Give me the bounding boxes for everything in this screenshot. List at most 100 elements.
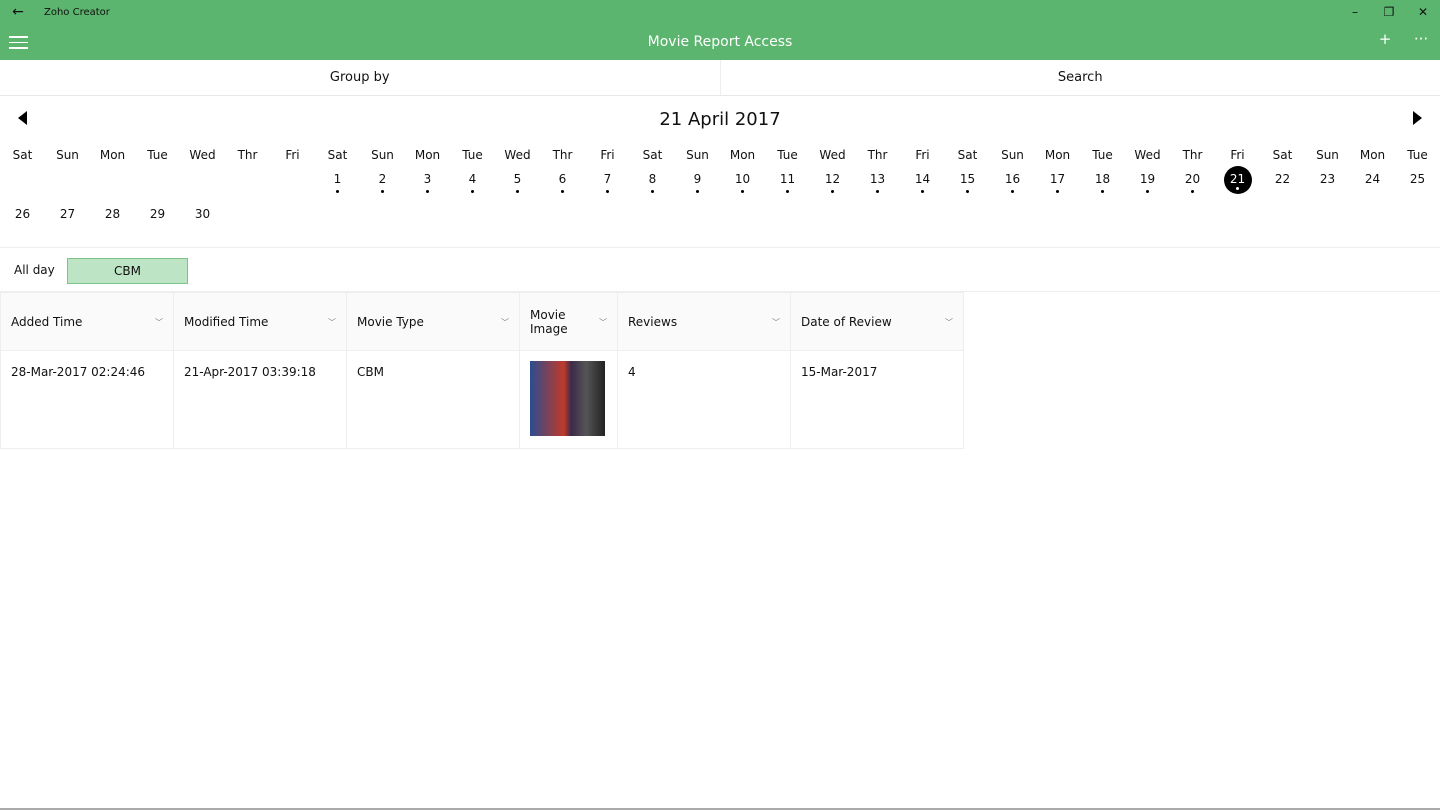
calendar-day-4[interactable]: 4: [450, 166, 495, 194]
day-number: 16: [1004, 172, 1021, 186]
calendar-day-7[interactable]: 7: [585, 166, 630, 194]
weekday-label: Wed: [504, 148, 531, 162]
calendar-day-26[interactable]: 26: [0, 201, 45, 229]
weekday-label: Sun: [1001, 148, 1024, 162]
column-header[interactable]: Date of Review ﹀: [790, 292, 964, 351]
calendar-day-25[interactable]: 25: [1395, 166, 1440, 194]
table-row[interactable]: 28-Mar-2017 02:24:46 21-Apr-2017 03:39:1…: [0, 350, 964, 449]
weekday-label: Thr: [237, 148, 258, 162]
event-dot-icon: [831, 190, 834, 193]
calendar-day-23[interactable]: 23: [1305, 166, 1350, 194]
calendar-day-22[interactable]: 22: [1260, 166, 1305, 194]
cell-modified-time: 21-Apr-2017 03:39:18: [173, 350, 347, 449]
bottom-divider: [0, 808, 1440, 810]
column-header[interactable]: Movie Image ﹀: [519, 292, 618, 351]
app-title: Zoho Creator: [44, 6, 110, 18]
day-number: 9: [693, 172, 702, 186]
more-button[interactable]: ···: [1413, 30, 1429, 48]
calendar-day-19[interactable]: 19: [1125, 166, 1170, 194]
event-dot-icon: [966, 190, 969, 193]
calendar-day-27[interactable]: 27: [45, 201, 90, 229]
day-number: 26: [14, 207, 31, 221]
calendar-day-17[interactable]: 17: [1035, 166, 1080, 194]
weekday-label: Sun: [686, 148, 709, 162]
calendar-day-14[interactable]: 14: [900, 166, 945, 194]
weekday-label: Wed: [819, 148, 846, 162]
calendar-day-1[interactable]: 1: [315, 166, 360, 194]
weekday-label: Sat: [642, 148, 663, 162]
cell-movie-type: CBM: [346, 350, 520, 449]
day-number: 10: [734, 172, 751, 186]
close-button[interactable]: ✕: [1417, 5, 1429, 19]
weekday-label: Thr: [552, 148, 573, 162]
day-number: 14: [914, 172, 931, 186]
calendar-day-29[interactable]: 29: [135, 201, 180, 229]
calendar-day-3[interactable]: 3: [405, 166, 450, 194]
calendar-day-18[interactable]: 18: [1080, 166, 1125, 194]
day-number: 6: [558, 172, 567, 186]
calendar-day-30[interactable]: 30: [180, 201, 225, 229]
restore-button[interactable]: ❐: [1383, 5, 1395, 19]
day-number: 23: [1319, 172, 1336, 186]
calendar-day-20[interactable]: 20: [1170, 166, 1215, 194]
weekday-label: Wed: [1134, 148, 1161, 162]
back-button[interactable]: ←: [12, 4, 24, 20]
hamburger-menu-icon[interactable]: [9, 36, 28, 53]
calendar-day-11[interactable]: 11: [765, 166, 810, 194]
add-button[interactable]: +: [1378, 30, 1392, 48]
calendar-day-10[interactable]: 10: [720, 166, 765, 194]
chevron-down-icon[interactable]: ﹀: [328, 318, 336, 327]
calendar-day-24[interactable]: 24: [1350, 166, 1395, 194]
chevron-down-icon[interactable]: ﹀: [155, 318, 163, 327]
event-dot-icon: [786, 190, 789, 193]
column-header[interactable]: Added Time ﹀: [0, 292, 174, 351]
calendar-day-8[interactable]: 8: [630, 166, 675, 194]
day-number: 8: [648, 172, 657, 186]
column-header[interactable]: Reviews ﹀: [617, 292, 791, 351]
calendar-day-16[interactable]: 16: [990, 166, 1035, 194]
calendar-day-12[interactable]: 12: [810, 166, 855, 194]
chevron-down-icon[interactable]: ﹀: [945, 318, 953, 327]
prev-month-button[interactable]: [18, 111, 27, 125]
calendar-day-15[interactable]: 15: [945, 166, 990, 194]
weekday-label: Sat: [327, 148, 348, 162]
cell-reviews: 4: [617, 350, 791, 449]
column-header[interactable]: Movie Type ﹀: [346, 292, 520, 351]
weekday-label: Mon: [99, 148, 126, 162]
weekday-label: Sun: [56, 148, 79, 162]
minimize-button[interactable]: –: [1352, 5, 1358, 19]
calendar-day-21[interactable]: 21: [1223, 166, 1252, 194]
page-title: Movie Report Access: [647, 34, 793, 50]
day-number: 3: [423, 172, 432, 186]
search-tab[interactable]: Search: [1057, 70, 1103, 85]
weekday-label: Mon: [729, 148, 756, 162]
movie-poster-image[interactable]: [530, 361, 605, 436]
next-month-button[interactable]: [1413, 111, 1422, 125]
event-dot-icon: [471, 190, 474, 193]
group-by-tab[interactable]: Group by: [0, 60, 721, 95]
month-label: 21 April 2017: [659, 108, 781, 130]
weekday-label: Sat: [1272, 148, 1293, 162]
column-title: Movie Type: [357, 314, 424, 329]
calendar-day-6[interactable]: 6: [540, 166, 585, 194]
chevron-down-icon[interactable]: ﹀: [599, 318, 607, 327]
calendar-day-9[interactable]: 9: [675, 166, 720, 194]
chevron-down-icon[interactable]: ﹀: [501, 318, 509, 327]
calendar-day-2[interactable]: 2: [360, 166, 405, 194]
chevron-down-icon[interactable]: ﹀: [772, 318, 780, 327]
weekday-label: Sun: [371, 148, 394, 162]
weekday-label: Tue: [147, 148, 168, 162]
day-number: 19: [1139, 172, 1156, 186]
day-number: 5: [513, 172, 522, 186]
calendar-day-28[interactable]: 28: [90, 201, 135, 229]
weekday-label: Wed: [189, 148, 216, 162]
weekday-label: Tue: [462, 148, 483, 162]
weekday-label: Mon: [1044, 148, 1071, 162]
day-number: 27: [59, 207, 76, 221]
column-header[interactable]: Modified Time ﹀: [173, 292, 347, 351]
event-chip[interactable]: CBM: [67, 258, 188, 284]
calendar-day-5[interactable]: 5: [495, 166, 540, 194]
weekday-label: Fri: [285, 148, 300, 162]
calendar-day-13[interactable]: 13: [855, 166, 900, 194]
weekday-label: Sun: [1316, 148, 1339, 162]
